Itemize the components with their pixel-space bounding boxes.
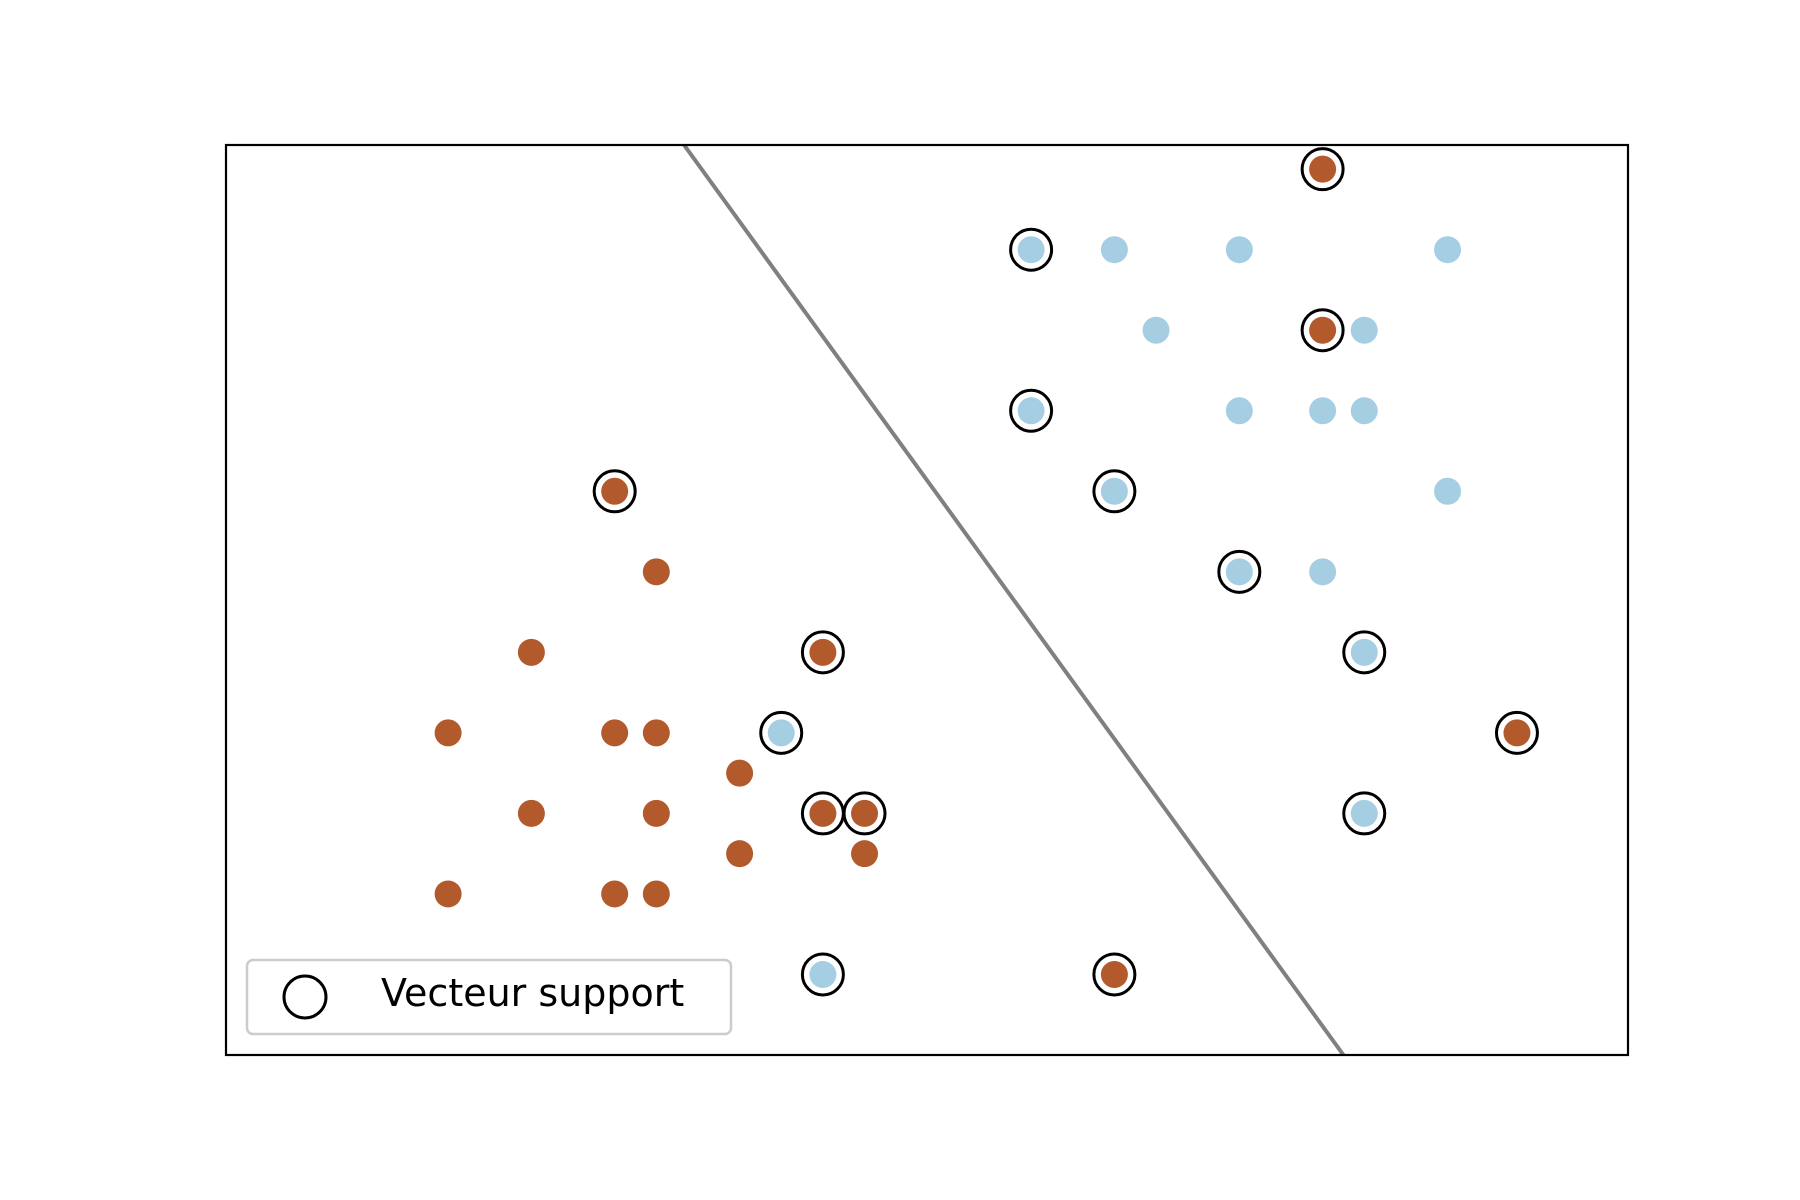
- data-point-class-b-2: [1225, 236, 1253, 264]
- data-point-class-b-16: [767, 719, 795, 747]
- data-point-class-b-1: [1100, 236, 1128, 264]
- data-point-class-b-10: [1100, 477, 1128, 505]
- data-point-class-a-13: [601, 477, 629, 505]
- support-vector-ring-4: [592, 469, 637, 514]
- decision-boundary-line: [682, 145, 1346, 1055]
- data-point-class-a-8: [434, 719, 462, 747]
- support-vector-ring-3: [1009, 388, 1054, 433]
- data-point-class-a-9: [601, 719, 629, 747]
- plot-background: [226, 145, 1628, 1055]
- data-point-class-b-3: [1434, 236, 1462, 264]
- data-points-layer: [434, 155, 1531, 988]
- data-point-class-b-13: [1309, 558, 1337, 586]
- data-point-class-a-20: [1100, 960, 1128, 988]
- data-point-class-a-17: [1309, 155, 1337, 183]
- data-point-class-b-0: [1017, 236, 1045, 264]
- plot-area: [224, 143, 1630, 1057]
- support-vector-ring-10: [1494, 710, 1539, 755]
- data-point-class-a-12: [642, 558, 670, 586]
- legend-label: Vecteur support: [381, 971, 684, 1015]
- data-point-class-a-10: [642, 719, 670, 747]
- decision-boundary-layer: [682, 145, 1346, 1055]
- data-point-class-a-15: [809, 799, 837, 827]
- data-point-class-a-2: [517, 799, 545, 827]
- data-point-class-a-7: [726, 759, 754, 787]
- data-point-class-a-18: [1309, 316, 1337, 344]
- data-point-class-b-4: [1142, 316, 1170, 344]
- data-point-class-a-1: [601, 880, 629, 908]
- legend-support-vector-marker: [282, 974, 328, 1020]
- data-point-class-a-5: [726, 840, 754, 868]
- support-vector-ring-14: [800, 952, 845, 997]
- support-vector-ring-6: [1217, 549, 1262, 594]
- data-point-class-b-9: [1350, 397, 1378, 425]
- plot-frame: [224, 143, 1630, 1057]
- support-vector-ring-2: [1300, 308, 1345, 353]
- data-point-class-a-19: [1503, 719, 1531, 747]
- data-point-class-b-11: [1434, 477, 1462, 505]
- data-point-class-a-4: [642, 880, 670, 908]
- data-point-class-b-15: [1350, 799, 1378, 827]
- legend: Vecteur support: [245, 958, 733, 1036]
- support-vector-ring-7: [800, 630, 845, 675]
- support-vector-layer: [592, 147, 1539, 997]
- data-point-class-a-0: [434, 880, 462, 908]
- data-point-class-b-7: [1225, 397, 1253, 425]
- support-vector-ring-0: [1300, 147, 1345, 192]
- legend-box: [245, 958, 733, 1036]
- support-vector-ring-5: [1092, 469, 1137, 514]
- data-point-class-a-11: [517, 638, 545, 666]
- data-point-class-a-6: [851, 840, 879, 868]
- data-point-class-a-3: [642, 799, 670, 827]
- support-vector-ring-8: [1342, 630, 1387, 675]
- data-point-class-b-12: [1225, 558, 1253, 586]
- support-vector-ring-12: [842, 791, 887, 836]
- data-point-class-a-14: [809, 638, 837, 666]
- support-vector-ring-15: [1092, 952, 1137, 997]
- data-point-class-b-14: [1350, 638, 1378, 666]
- support-vector-ring-9: [759, 710, 804, 755]
- data-point-class-b-5: [1350, 316, 1378, 344]
- data-point-class-b-6: [1017, 397, 1045, 425]
- data-point-class-a-16: [851, 799, 879, 827]
- data-point-class-b-17: [809, 960, 837, 988]
- support-vector-ring-13: [1342, 791, 1387, 836]
- support-vector-ring-1: [1009, 227, 1054, 272]
- data-point-class-b-8: [1309, 397, 1337, 425]
